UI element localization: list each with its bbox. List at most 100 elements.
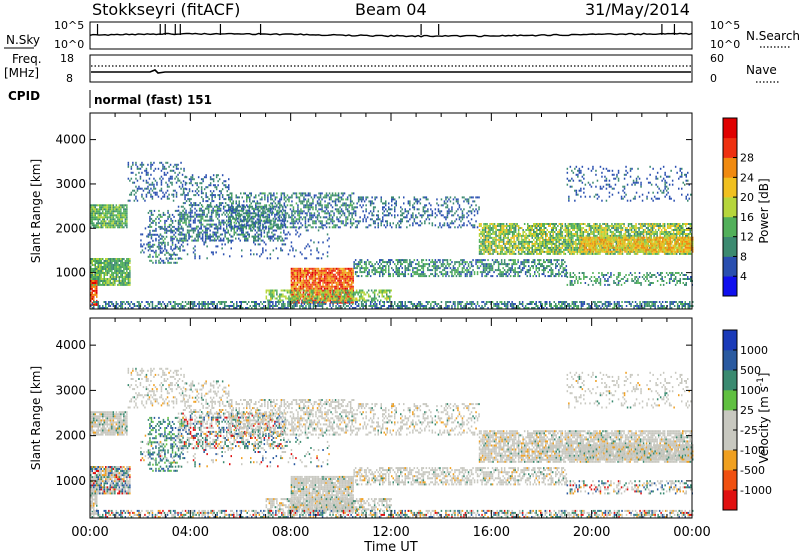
power-cell [284,214,286,216]
power-cell [113,212,115,214]
power-cell [126,260,128,262]
power-cell [268,228,270,230]
power-cell [155,256,157,258]
power-cell [327,272,329,274]
power-cell [374,206,376,208]
power-cell [212,208,214,210]
power-cell [131,168,133,170]
power-cell [348,276,350,278]
power-cell [281,290,283,292]
power-cell [311,196,313,198]
power-cell [500,251,502,253]
power-cell [134,194,136,196]
power-cell [125,214,127,216]
power-cell [269,290,271,292]
power-cell [403,261,405,263]
power-cell [137,190,139,192]
power-cell [190,224,192,226]
power-cell [223,206,225,208]
power-cell [435,216,437,218]
power-cell [179,222,181,224]
power-cell [466,271,468,273]
power-cell [312,280,314,282]
power-cell [216,174,218,176]
power-cell [191,228,193,230]
power-cell [390,259,392,261]
power-cell [325,274,327,276]
power-cell [95,304,97,306]
power-cell [205,232,207,234]
power-cell [345,218,347,220]
power-cell [350,294,352,296]
power-cell [116,204,118,206]
power-cell [201,204,203,206]
power-cell [269,292,271,294]
power-cell [376,214,378,216]
power-cell [298,288,300,290]
power-cell [537,267,539,269]
power-cell [336,288,338,290]
power-cell [198,204,200,206]
power-cell [468,198,470,200]
power-cell [180,182,182,184]
power-cell [350,218,352,220]
power-cell [273,192,275,194]
power-cell [483,267,485,269]
power-cell [491,243,493,245]
power-cell [349,274,351,276]
power-cell [93,204,95,206]
power-cell [101,280,103,282]
power-cell [384,265,386,267]
power-cell [182,238,184,240]
power-cell [211,218,213,220]
power-cell [504,229,506,231]
power-cell [388,212,390,214]
power-cell [356,298,358,300]
power-cell [365,218,367,220]
power-cell [462,210,464,212]
power-cell [190,176,192,178]
power-cell [348,298,350,300]
power-cell [438,204,440,206]
power-cell [213,178,215,180]
power-cell [492,251,494,253]
power-cell [374,198,376,200]
power-cell [507,265,509,267]
power-cell [474,224,476,226]
power-cell [192,190,194,192]
power-cell [388,271,390,273]
power-cell [364,263,366,265]
power-cell [95,274,97,276]
power-cell [387,222,389,224]
power-cell [122,264,124,266]
power-cell [394,206,396,208]
power-cell [93,276,95,278]
power-cell [498,269,500,271]
power-cell [105,266,107,268]
power-cell [442,263,444,265]
power-cell [248,224,250,226]
power-cell [125,222,127,224]
power-cell [214,210,216,212]
power-cell [502,263,504,265]
power-cell [119,218,121,220]
power-cell [195,202,197,204]
power-cell [276,238,278,240]
power-cell [345,224,347,226]
power-cell [182,216,184,218]
power-cell [551,275,553,277]
power-cell [351,204,353,206]
power-cell [293,224,295,226]
power-cell [164,262,166,264]
power-cell [400,265,402,267]
power-cell [257,214,259,216]
power-cell [281,224,283,226]
power-cell [220,224,222,226]
power-cell [161,190,163,192]
power-cell [165,162,167,164]
power-cell [339,196,341,198]
power-cell [206,208,208,210]
power-cell [447,196,449,198]
power-cell [447,216,449,218]
power-cell [306,212,308,214]
